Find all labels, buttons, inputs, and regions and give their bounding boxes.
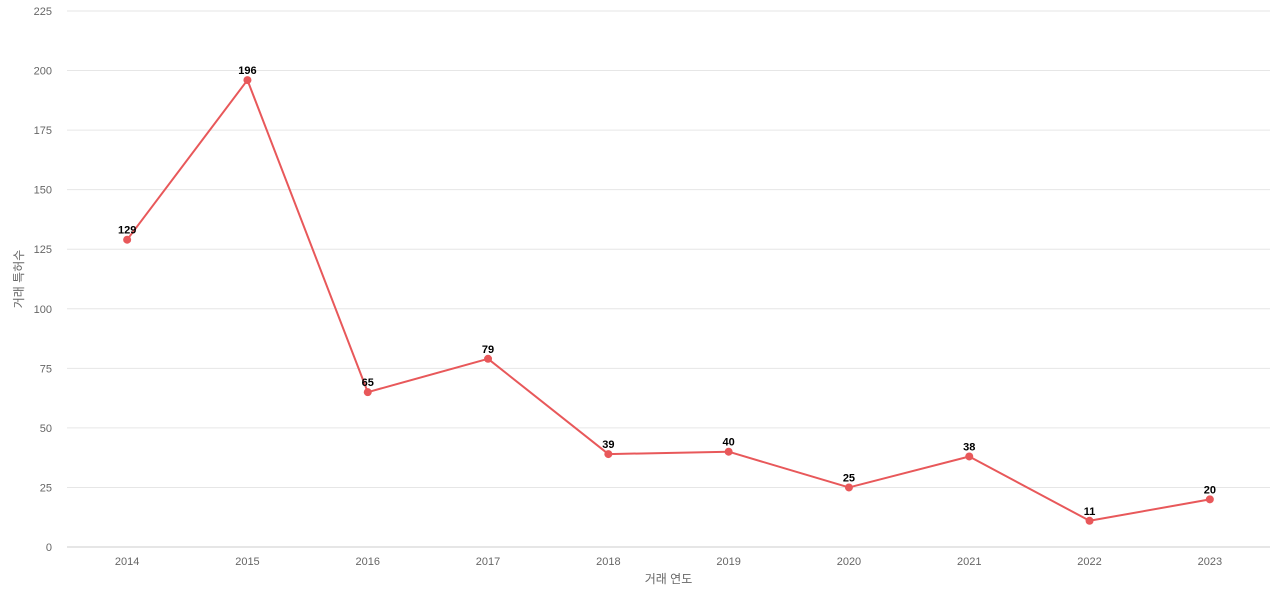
data-label: 129 xyxy=(118,225,136,237)
x-tick-label: 2022 xyxy=(1077,556,1101,568)
y-axis-ticks: 0 25 50 75 100 125 150 175 200 225 xyxy=(34,6,52,554)
data-point[interactable] xyxy=(1205,495,1214,504)
data-label: 196 xyxy=(238,65,256,77)
data-label: 39 xyxy=(602,439,614,451)
data-label: 11 xyxy=(1084,506,1096,518)
series-line xyxy=(126,79,1211,522)
y-tick-label: 175 xyxy=(34,125,52,137)
x-tick-label: 2015 xyxy=(235,556,259,568)
x-tick-label: 2023 xyxy=(1198,556,1222,568)
data-label: 25 xyxy=(843,472,855,484)
data-point[interactable] xyxy=(844,483,853,492)
y-tick-label: 200 xyxy=(34,66,52,78)
x-axis-ticks: 2014 2015 2016 2017 2018 2019 2020 2021 2022 2023 xyxy=(115,556,1222,568)
x-axis-title: 거래 연도 xyxy=(645,572,693,586)
data-point[interactable] xyxy=(965,452,974,461)
data-label: 38 xyxy=(963,441,975,453)
data-label: 40 xyxy=(723,437,735,449)
data-point[interactable] xyxy=(484,354,493,363)
x-tick-label: 2020 xyxy=(837,556,861,568)
x-tick-label: 2021 xyxy=(957,556,981,568)
series-group xyxy=(123,76,1214,525)
y-tick-label: 100 xyxy=(34,304,52,316)
x-tick-label: 2019 xyxy=(716,556,740,568)
data-label: 65 xyxy=(362,377,374,389)
x-tick-label: 2017 xyxy=(476,556,500,568)
y-tick-label: 75 xyxy=(40,363,52,375)
data-point[interactable] xyxy=(243,76,252,85)
data-point[interactable] xyxy=(123,235,132,244)
data-labels: 129 196 65 79 39 40 25 38 11 20 xyxy=(118,65,1216,518)
y-tick-label: 225 xyxy=(34,6,52,18)
data-point[interactable] xyxy=(604,450,613,459)
data-label: 79 xyxy=(482,344,494,356)
y-tick-label: 25 xyxy=(40,482,52,494)
x-tick-label: 2016 xyxy=(356,556,380,568)
y-axis-title: 거래 특허수 xyxy=(12,250,26,309)
data-point[interactable] xyxy=(724,447,733,456)
x-tick-label: 2014 xyxy=(115,556,139,568)
y-tick-label: 125 xyxy=(34,244,52,256)
data-label: 20 xyxy=(1204,484,1216,496)
y-tick-label: 0 xyxy=(46,542,52,554)
x-tick-label: 2018 xyxy=(596,556,620,568)
data-point[interactable] xyxy=(363,388,372,397)
y-tick-label: 50 xyxy=(40,423,52,435)
y-tick-label: 150 xyxy=(34,185,52,197)
data-point[interactable] xyxy=(1085,516,1094,525)
